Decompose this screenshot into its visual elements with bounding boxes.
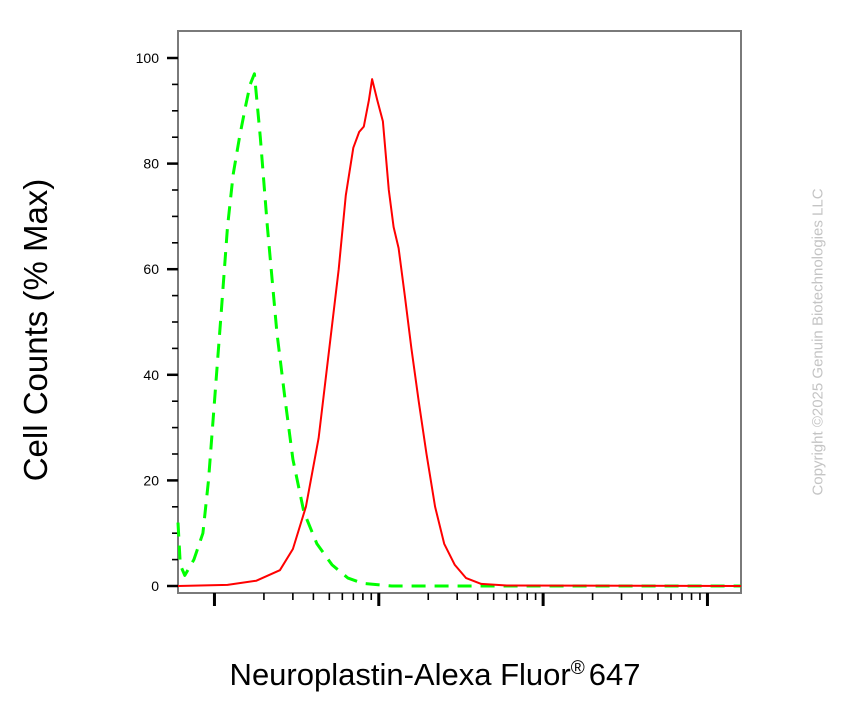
x-axis-label-main: Neuroplastin-Alexa Fluor (229, 657, 571, 692)
plot-frame (177, 30, 742, 594)
y-axis: 0 20 40 60 80 100 (136, 50, 178, 594)
x-axis-label-tail: 647 (588, 657, 641, 692)
x-axis-label-registered-mark: ® (570, 658, 585, 679)
x-axis-label: Neuroplastin-Alexa Fluor® 647 (230, 657, 641, 693)
series-2-line (177, 78, 742, 587)
x-axis (212, 593, 709, 606)
series-group (176, 72, 742, 588)
series-1-line (176, 72, 741, 588)
copyright-watermark: Copyright ©2025 Genuin Biotechnologies L… (809, 188, 827, 496)
y-tick-label: 100 (136, 50, 160, 66)
y-tick-label: 60 (143, 261, 159, 277)
y-tick-label: 20 (143, 472, 159, 488)
y-axis-label: Cell Counts (% Max) (17, 178, 54, 482)
y-tick-label: 40 (143, 367, 159, 383)
y-tick-label: 0 (151, 578, 159, 594)
y-tick-label: 80 (143, 156, 159, 172)
